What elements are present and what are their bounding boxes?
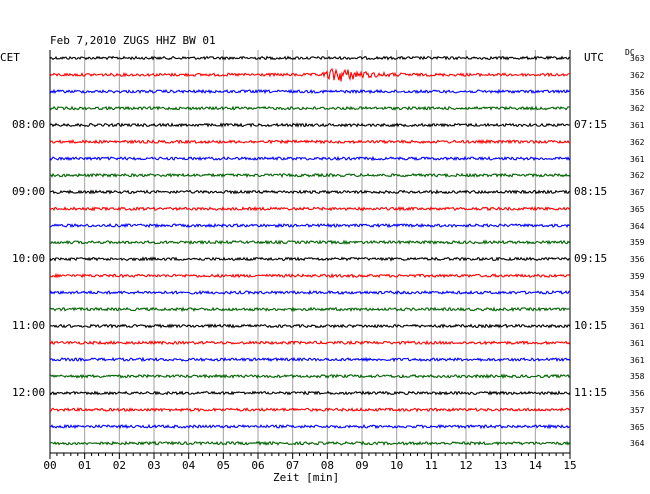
x-axis-title: Zeit [min] — [273, 471, 340, 484]
seismic-traces — [49, 55, 571, 447]
dc-value: 363 — [630, 54, 645, 63]
trace-line — [49, 122, 571, 128]
x-tick-label: 06 — [251, 459, 265, 472]
x-tick-label: 05 — [216, 459, 230, 472]
left-time-label: 11:00 — [12, 319, 46, 332]
dc-value: 364 — [630, 221, 645, 231]
trace-line — [49, 55, 571, 61]
trace-line — [49, 356, 571, 363]
x-tick-label: 00 — [43, 459, 57, 472]
right-time-label: 09:15 — [574, 252, 608, 265]
x-tick-label: 14 — [528, 459, 542, 472]
x-tick-label: 08 — [320, 459, 334, 472]
x-tick-label: 09 — [355, 459, 369, 472]
chart-title: Feb 7,2010 ZUGS HHZ BW 01 — [50, 34, 216, 47]
right-time-label: 08:15 — [574, 185, 608, 198]
dc-value: 359 — [630, 305, 645, 315]
dc-value: 365 — [630, 422, 645, 432]
right-time-label: 11:15 — [574, 386, 608, 399]
x-tick-label: 02 — [112, 459, 126, 472]
dc-header: DC — [625, 48, 635, 57]
trace-line — [49, 323, 571, 329]
dc-value: 361 — [630, 355, 645, 365]
dc-value: 362 — [630, 70, 645, 80]
trace-line — [49, 155, 571, 162]
x-tick-label: 07 — [286, 459, 300, 472]
left-time-label: 12:00 — [12, 386, 46, 399]
trace-line — [49, 88, 571, 95]
dc-value: 362 — [630, 104, 645, 114]
dc-value: 357 — [630, 405, 645, 415]
dc-value: 361 — [630, 154, 645, 164]
trace-line — [49, 189, 571, 195]
trace-line — [49, 139, 571, 145]
trace-line — [49, 306, 571, 313]
dc-value: 354 — [630, 288, 645, 298]
trace-line — [49, 239, 571, 246]
x-tick-label: 13 — [494, 459, 508, 472]
trace-line — [49, 440, 571, 447]
left-time-label: 09:00 — [12, 185, 46, 198]
trace-line — [49, 406, 571, 413]
x-tick-label: 15 — [563, 459, 577, 472]
trace-line — [49, 272, 571, 279]
trace-line — [49, 339, 571, 346]
dc-value: 362 — [630, 171, 645, 181]
dc-value: 361 — [630, 322, 645, 331]
trace-line — [49, 172, 571, 179]
dc-value: 361 — [630, 121, 645, 130]
dc-value: 361 — [630, 338, 645, 348]
dc-value: 367 — [630, 188, 645, 197]
dc-value: 356 — [630, 87, 645, 97]
cet-label: CET — [0, 51, 20, 64]
trace-line — [49, 373, 571, 380]
dc-value: 364 — [630, 439, 645, 449]
left-time-label: 08:00 — [12, 118, 46, 131]
x-tick-label: 10 — [390, 459, 404, 472]
time-grid — [49, 50, 571, 453]
dc-value: 359 — [630, 238, 645, 248]
trace-line — [49, 105, 571, 111]
right-time-label: 07:15 — [574, 118, 608, 131]
trace-line — [49, 256, 571, 262]
trace-line — [49, 390, 571, 396]
x-tick-label: 01 — [78, 459, 92, 472]
trace-line — [49, 67, 571, 82]
x-tick-label: 11 — [424, 459, 438, 472]
x-axis — [49, 452, 571, 459]
dc-value: 365 — [630, 204, 645, 214]
dc-value: 356 — [630, 389, 645, 398]
trace-line — [49, 289, 571, 296]
dc-value: 359 — [630, 271, 645, 281]
right-time-label: 10:15 — [574, 319, 608, 332]
x-tick-label: 04 — [182, 459, 196, 472]
dc-value: 356 — [630, 255, 645, 264]
utc-label: UTC — [584, 51, 604, 64]
x-tick-label: 12 — [459, 459, 473, 472]
left-time-label: 10:00 — [12, 252, 46, 265]
trace-line — [49, 205, 571, 212]
dc-value: 358 — [630, 372, 645, 382]
x-tick-label: 03 — [147, 459, 161, 472]
trace-line — [49, 222, 571, 229]
dc-value: 362 — [630, 137, 645, 147]
trace-line — [49, 423, 571, 430]
